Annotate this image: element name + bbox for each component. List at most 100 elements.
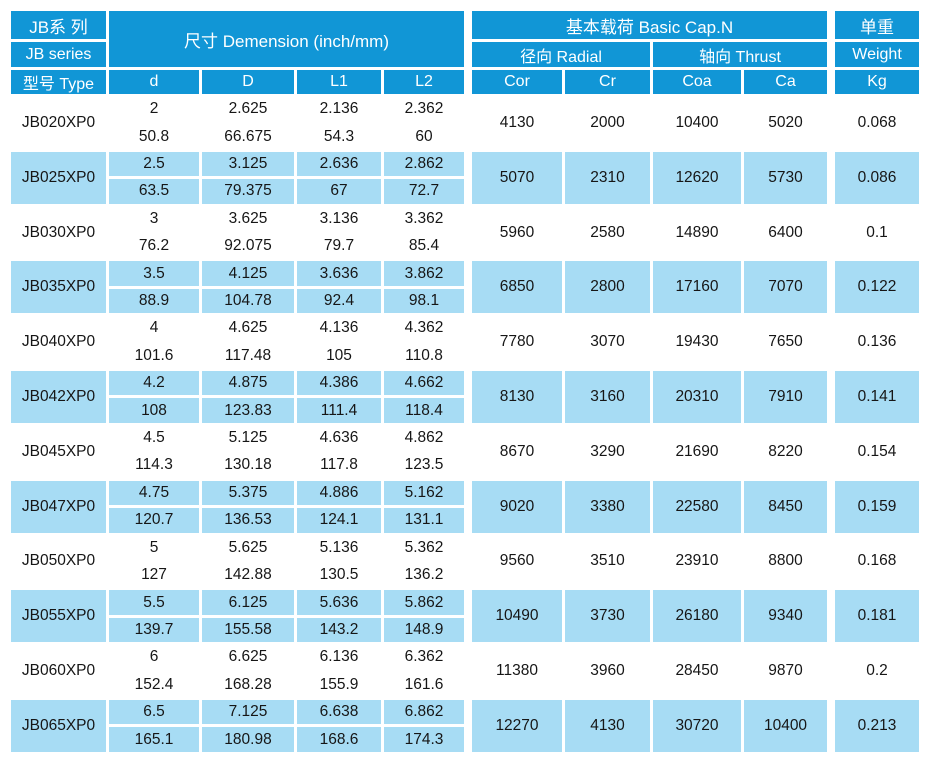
header-dimension: 尺寸 Demension (inch/mm): [109, 11, 464, 67]
model-cell: JB055XP0: [11, 590, 106, 643]
dim-inch-cell-L2: 5.362: [384, 535, 464, 560]
dim-inch-cell-L2: 2.362: [384, 97, 464, 122]
table-body: JB020XP0 2 2.625 2.136 2.362 4130 2000 10400 502…: [11, 97, 920, 752]
cor-cell: 10490: [467, 590, 562, 643]
table-row-mm: 165.1 180.98 168.6 174.3: [11, 727, 919, 752]
table-row-mm: 76.2 92.075 79.7 85.4: [11, 234, 919, 259]
dim-mm-cell-L2: 131.1: [384, 508, 464, 533]
cr-cell: 3380: [565, 480, 650, 533]
table-header: JB系 列 尺寸 Demension (inch/mm) 基本载荷 Basic …: [11, 11, 920, 94]
table-row: JB065XP0 6.5 7.125 6.638 6.862 12270 4130 30720…: [11, 699, 920, 752]
dim-inch-cell-D: 4.125: [202, 261, 294, 286]
dim-mm-cell-L1: 105: [297, 343, 381, 369]
table-row: JB045XP0 4.5 5.125 4.636 4.862 8670 3290 21690 8…: [11, 425, 920, 478]
header-col-L2: L2: [384, 70, 464, 94]
ca-cell: 7070: [744, 261, 828, 314]
ca-cell: 6400: [744, 206, 828, 259]
header-col-L1: L1: [297, 70, 381, 94]
dim-mm-cell-L1: 79.7: [297, 234, 381, 259]
table-row: JB050XP0 5 5.625 5.136 5.362 9560 3510 23910 880…: [11, 535, 920, 588]
dim-mm-cell-L2: 148.9: [384, 617, 464, 643]
dim-mm-cell-d: 127: [109, 562, 199, 588]
coa-cell: 28450: [653, 645, 741, 697]
cor-cell: 4130: [467, 97, 562, 149]
dim-inch-cell-L2: 4.662: [384, 371, 464, 396]
header-weight-zh: 单重: [830, 11, 920, 39]
weight-cell: 0.141: [830, 371, 920, 423]
table-row-mm: 63.5 79.375 67 72.7: [11, 179, 919, 204]
dim-inch-cell-L1: 5.636: [297, 590, 381, 615]
ca-cell: 7910: [744, 371, 828, 423]
model-cell: JB060XP0: [11, 645, 106, 697]
spec-table: JB系 列 尺寸 Demension (inch/mm) 基本载荷 Basic …: [8, 8, 923, 755]
weight-cell: 0.2: [830, 645, 920, 697]
dim-mm-cell-L2: 174.3: [384, 727, 464, 752]
dim-inch-cell-L2: 4.362: [384, 316, 464, 341]
dim-inch-cell-L1: 3.636: [297, 261, 381, 286]
dim-inch-cell-D: 5.375: [202, 480, 294, 506]
dim-mm-cell-L2: 72.7: [384, 179, 464, 204]
dim-inch-cell-L1: 2.136: [297, 97, 381, 122]
header-series-en: JB series: [11, 42, 106, 67]
dim-mm-cell-D: 130.18: [202, 453, 294, 478]
dim-inch-cell-D: 6.625: [202, 645, 294, 670]
header-series-zh: JB系 列: [11, 11, 106, 39]
header-thrust: 轴向 Thrust: [653, 42, 828, 67]
table-row-mm: 108 123.83 111.4 118.4: [11, 398, 919, 423]
dim-inch-cell-d: 5.5: [109, 590, 199, 615]
model-cell: JB030XP0: [11, 206, 106, 259]
dim-inch-cell-D: 5.125: [202, 425, 294, 451]
weight-cell: 0.068: [830, 97, 920, 149]
dim-mm-cell-L2: 110.8: [384, 343, 464, 369]
weight-cell: 0.168: [830, 535, 920, 588]
coa-cell: 22580: [653, 480, 741, 533]
dim-inch-cell-d: 3.5: [109, 261, 199, 286]
cor-cell: 5960: [467, 206, 562, 259]
coa-cell: 21690: [653, 425, 741, 478]
model-cell: JB042XP0: [11, 371, 106, 423]
dim-mm-cell-L2: 118.4: [384, 398, 464, 423]
table-row: JB040XP0 4 4.625 4.136 4.362 7780 3070 19430 765…: [11, 316, 920, 369]
cor-cell: 7780: [467, 316, 562, 369]
header-weight-en: Weight: [830, 42, 920, 67]
dim-inch-cell-L2: 3.862: [384, 261, 464, 286]
header-col-d: d: [109, 70, 199, 94]
table-row-mm: 50.8 66.675 54.3 60: [11, 124, 919, 149]
dim-inch-cell-L2: 5.862: [384, 590, 464, 615]
header-col-coa: Coa: [653, 70, 741, 94]
dim-inch-cell-L1: 4.136: [297, 316, 381, 341]
dim-mm-cell-d: 101.6: [109, 343, 199, 369]
cor-cell: 8130: [467, 371, 562, 423]
dim-inch-cell-d: 2.5: [109, 151, 199, 177]
dim-mm-cell-L1: 168.6: [297, 727, 381, 752]
dim-inch-cell-d: 4.2: [109, 371, 199, 396]
dim-inch-cell-L2: 4.862: [384, 425, 464, 451]
weight-cell: 0.154: [830, 425, 920, 478]
ca-cell: 9340: [744, 590, 828, 643]
dim-inch-cell-L2: 5.162: [384, 480, 464, 506]
header-radial: 径向 Radial: [467, 42, 650, 67]
dim-mm-cell-d: 165.1: [109, 727, 199, 752]
table-row: JB025XP0 2.5 3.125 2.636 2.862 5070 2310 12620 5…: [11, 151, 920, 204]
coa-cell: 17160: [653, 261, 741, 314]
dim-inch-cell-D: 4.875: [202, 371, 294, 396]
ca-cell: 8450: [744, 480, 828, 533]
dim-inch-cell-L2: 3.362: [384, 206, 464, 232]
dim-inch-cell-L1: 5.136: [297, 535, 381, 560]
dim-mm-cell-L1: 130.5: [297, 562, 381, 588]
coa-cell: 12620: [653, 151, 741, 204]
table-row: JB020XP0 2 2.625 2.136 2.362 4130 2000 10400 502…: [11, 97, 920, 149]
dim-inch-cell-D: 3.125: [202, 151, 294, 177]
dim-mm-cell-d: 88.9: [109, 288, 199, 314]
model-cell: JB025XP0: [11, 151, 106, 204]
dim-mm-cell-L1: 124.1: [297, 508, 381, 533]
model-cell: JB047XP0: [11, 480, 106, 533]
dim-mm-cell-D: 66.675: [202, 124, 294, 149]
dim-mm-cell-d: 114.3: [109, 453, 199, 478]
dim-inch-cell-L1: 4.386: [297, 371, 381, 396]
table-row: JB055XP0 5.5 6.125 5.636 5.862 10490 3730 26180…: [11, 590, 920, 643]
model-cell: JB035XP0: [11, 261, 106, 314]
dim-inch-cell-d: 6: [109, 645, 199, 670]
cr-cell: 2310: [565, 151, 650, 204]
weight-cell: 0.136: [830, 316, 920, 369]
